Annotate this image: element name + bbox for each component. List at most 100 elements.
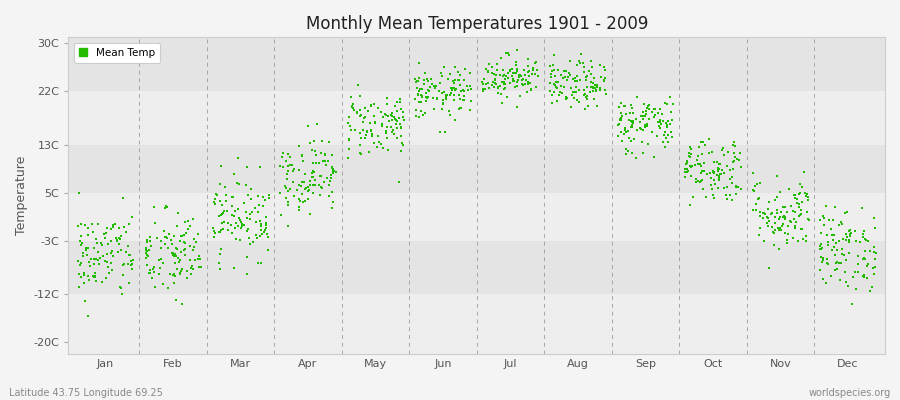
- Point: [849, 285, 863, 292]
- Point: [867, 270, 881, 277]
- Point: [149, 234, 164, 241]
- Point: [454, 105, 468, 111]
- Point: [838, 210, 852, 216]
- Point: [683, 173, 698, 179]
- Point: [654, 111, 669, 118]
- Point: [88, 274, 103, 280]
- Point: [295, 190, 310, 197]
- Point: [780, 231, 795, 237]
- Point: [148, 219, 162, 226]
- Point: [680, 158, 695, 165]
- Point: [841, 282, 855, 289]
- Point: [614, 110, 628, 116]
- Point: [724, 197, 739, 204]
- Point: [567, 89, 581, 96]
- Point: [815, 212, 830, 219]
- Point: [691, 152, 706, 159]
- Point: [487, 83, 501, 90]
- Point: [463, 70, 477, 76]
- Point: [444, 84, 458, 91]
- Point: [746, 170, 760, 177]
- Point: [451, 69, 465, 75]
- Point: [383, 112, 398, 118]
- Point: [385, 117, 400, 124]
- Point: [74, 233, 88, 240]
- Point: [476, 86, 491, 92]
- Point: [566, 89, 580, 95]
- Point: [85, 220, 99, 227]
- Point: [104, 248, 119, 254]
- Point: [652, 119, 667, 125]
- Point: [358, 114, 373, 120]
- Point: [261, 247, 275, 254]
- Point: [123, 252, 138, 258]
- Point: [119, 228, 133, 235]
- Point: [617, 125, 632, 131]
- Point: [457, 76, 472, 83]
- Point: [112, 235, 126, 241]
- Point: [756, 215, 770, 221]
- Point: [639, 111, 653, 117]
- Point: [511, 77, 526, 83]
- Point: [88, 256, 103, 262]
- Point: [213, 162, 228, 169]
- Point: [165, 250, 179, 256]
- Point: [481, 68, 495, 75]
- Point: [388, 116, 402, 122]
- Point: [590, 82, 605, 88]
- Point: [856, 234, 870, 240]
- Point: [379, 130, 393, 136]
- Point: [521, 68, 535, 75]
- Point: [580, 95, 594, 102]
- Point: [382, 118, 396, 124]
- Point: [76, 250, 91, 256]
- Point: [518, 81, 533, 88]
- Point: [117, 223, 131, 230]
- Point: [678, 169, 692, 176]
- Point: [302, 186, 316, 193]
- Point: [578, 106, 592, 112]
- Point: [779, 237, 794, 243]
- Point: [231, 206, 246, 212]
- Point: [524, 87, 538, 93]
- Point: [177, 232, 192, 238]
- Point: [319, 162, 333, 169]
- Point: [243, 216, 257, 222]
- Point: [814, 246, 828, 252]
- Point: [158, 205, 172, 211]
- Point: [325, 204, 339, 211]
- Point: [464, 85, 478, 92]
- Point: [518, 72, 533, 78]
- Point: [598, 67, 612, 74]
- Point: [826, 217, 841, 224]
- Point: [183, 243, 197, 249]
- Point: [482, 61, 496, 68]
- Point: [442, 108, 456, 114]
- Point: [383, 124, 398, 130]
- Point: [86, 256, 101, 262]
- Point: [477, 86, 491, 92]
- Point: [377, 111, 392, 118]
- Point: [841, 208, 855, 215]
- Point: [80, 313, 94, 319]
- Point: [622, 117, 636, 124]
- Point: [119, 248, 133, 255]
- Point: [711, 172, 725, 179]
- Point: [104, 259, 119, 266]
- Point: [173, 238, 187, 244]
- Point: [143, 270, 157, 276]
- Point: [760, 214, 775, 221]
- Point: [188, 257, 202, 264]
- Point: [320, 175, 335, 182]
- Point: [556, 75, 571, 81]
- Point: [705, 148, 719, 155]
- Point: [354, 135, 368, 142]
- Point: [177, 245, 192, 252]
- Point: [322, 139, 337, 146]
- Point: [572, 57, 587, 64]
- Point: [679, 161, 693, 168]
- Point: [453, 81, 467, 88]
- Point: [543, 63, 557, 69]
- Point: [799, 191, 814, 198]
- Point: [511, 72, 526, 79]
